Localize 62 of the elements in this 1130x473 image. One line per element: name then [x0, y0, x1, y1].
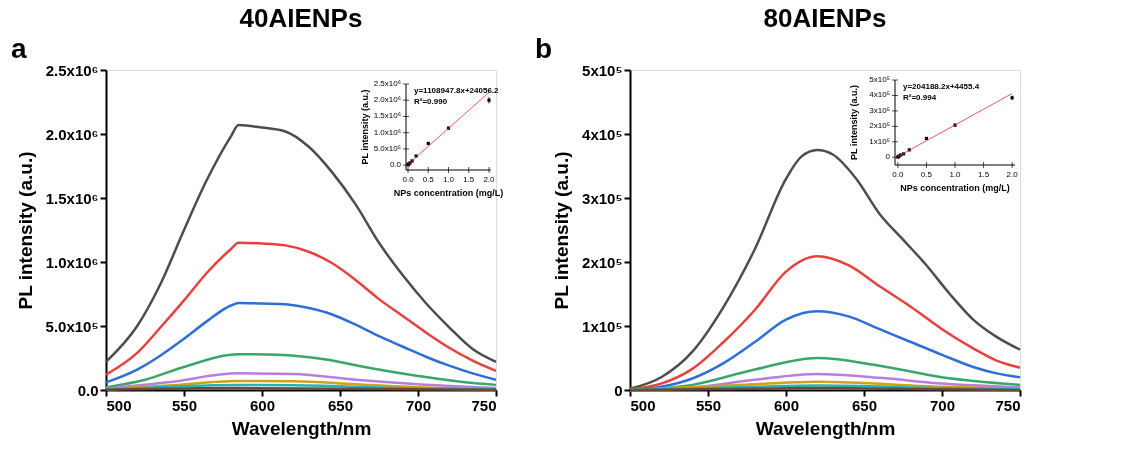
annotation: y=1108947.8x+24056.2 [414, 86, 500, 95]
y-tick-label: 3x10⁵ [869, 105, 890, 115]
x-tick-label: 600 [773, 396, 800, 414]
y-tick-label: 4x10⁵ [582, 125, 623, 143]
y-tick-label: 0.0 [389, 160, 402, 170]
y-tick-label: 3x10⁵ [582, 189, 623, 207]
x-tick-label: 500 [630, 396, 656, 414]
y-axis-title: PL intensity (a.u.) [551, 151, 573, 310]
x-tick-label: 500 [106, 396, 132, 414]
y-tick-label: 4x10⁵ [869, 90, 890, 100]
x-tick-label: 2.0 [483, 175, 496, 184]
x-axis-title: NPs concentration (mg/L) [393, 188, 504, 198]
y-tick-label: 0 [885, 152, 891, 162]
x-tick-label: 550 [171, 396, 198, 414]
y-tick-label: 0.0 [77, 381, 99, 399]
x-tick-label: 0.5 [422, 175, 435, 184]
x-axis-title: NPs concentration (mg/L) [900, 183, 1010, 193]
x-tick-label: 750 [995, 396, 1021, 414]
y-tick-label: 5x10⁵ [869, 75, 890, 84]
y-tick-label: 5x10⁵ [582, 61, 623, 79]
y-tick-label: 2x10⁵ [869, 121, 890, 131]
y-tick-label: 1.0x10⁶ [373, 127, 401, 137]
x-tick-label: 550 [695, 396, 722, 414]
y-tick-label: 0 [614, 381, 623, 399]
y-axis-title: PL intensity (a.u.) [849, 85, 859, 160]
x-tick-label: 650 [851, 396, 878, 414]
y-tick-label: 1x10⁵ [582, 317, 623, 335]
annotation: R²=0.994 [903, 93, 937, 102]
x-tick-label: 750 [471, 396, 497, 414]
x-axis-title: Wavelength/nm [231, 417, 372, 439]
y-tick-label: 1.5x10⁶ [45, 189, 99, 207]
y-tick-label: 1.0x10⁶ [45, 253, 99, 271]
y-tick-label: 2x10⁵ [582, 253, 623, 271]
x-tick-label: 0.0 [402, 175, 415, 184]
x-tick-label: 1.0 [949, 170, 962, 179]
y-tick-label: 2.0x10⁶ [373, 95, 401, 105]
y-tick-label: 2.5x10⁶ [373, 79, 401, 88]
y-axis-title: PL intensity (a.u.) [14, 151, 36, 310]
x-axis-title: Wavelength/nm [755, 417, 896, 439]
annotation: R²=0.990 [414, 97, 448, 106]
x-tick-label: 650 [327, 396, 354, 414]
y-tick-label: 5.0x10⁵ [45, 317, 99, 335]
x-tick-label: 0.5 [920, 170, 933, 179]
y-tick-label: 5.0x10⁵ [373, 143, 401, 153]
y-tick-label: 1x10⁵ [869, 136, 890, 146]
x-tick-label: 1.0 [442, 175, 455, 184]
x-tick-label: 2.0 [1006, 170, 1019, 179]
chart-title: 40AIENPs [239, 3, 363, 33]
x-tick-label: 0.0 [892, 170, 904, 179]
y-axis-title: PL intensity (a.u.) [360, 89, 370, 165]
annotation: y=204188.2x+4455.4 [903, 82, 980, 91]
x-tick-label: 700 [405, 396, 432, 414]
x-tick-label: 600 [249, 396, 276, 414]
text: a [11, 33, 27, 64]
x-tick-label: 700 [929, 396, 956, 414]
text: b [535, 33, 553, 64]
chart-title: 80AIENPs [763, 3, 887, 33]
x-tick-label: 1.5 [463, 175, 475, 184]
y-tick-label: 2.5x10⁶ [45, 61, 99, 79]
y-tick-label: 1.5x10⁶ [373, 111, 401, 121]
y-tick-label: 2.0x10⁶ [45, 125, 99, 143]
x-tick-label: 1.5 [978, 170, 990, 179]
